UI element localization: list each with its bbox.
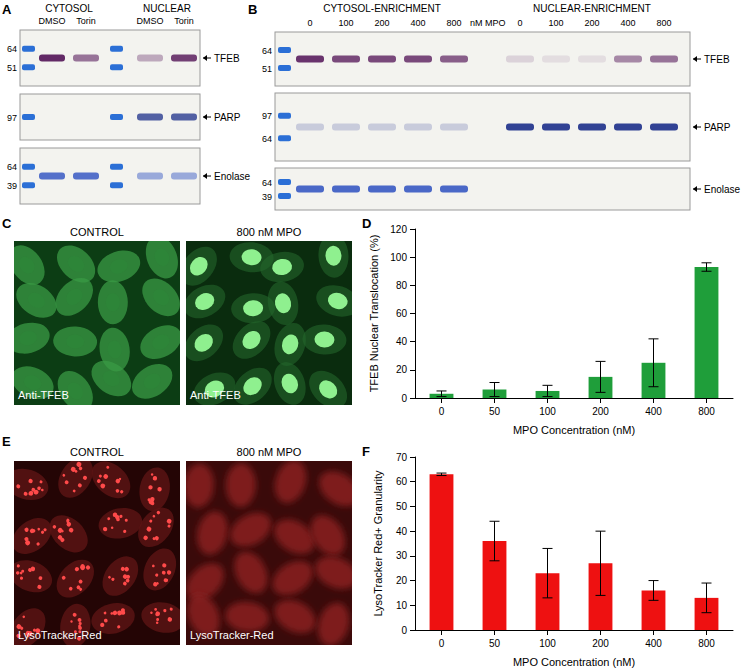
svg-text:120: 120 xyxy=(390,224,407,235)
svg-text:TFEB: TFEB xyxy=(704,54,730,65)
svg-text:50: 50 xyxy=(489,638,501,649)
svg-text:200: 200 xyxy=(592,406,609,417)
svg-text:DMSO: DMSO xyxy=(137,16,164,26)
svg-text:200: 200 xyxy=(592,638,609,649)
svg-text:E: E xyxy=(2,434,11,449)
svg-text:60: 60 xyxy=(396,476,408,487)
svg-text:100: 100 xyxy=(390,252,407,263)
svg-text:D: D xyxy=(362,216,371,231)
svg-text:30: 30 xyxy=(396,550,408,561)
svg-text:0: 0 xyxy=(401,625,407,636)
svg-text:400: 400 xyxy=(620,18,635,28)
svg-text:40: 40 xyxy=(396,336,408,347)
svg-text:400: 400 xyxy=(410,18,425,28)
svg-text:DMSO: DMSO xyxy=(39,16,66,26)
svg-text:10: 10 xyxy=(396,600,408,611)
svg-text:TFEB: TFEB xyxy=(214,53,240,64)
svg-text:64: 64 xyxy=(262,178,272,188)
svg-text:PARP: PARP xyxy=(704,122,731,133)
svg-text:100: 100 xyxy=(539,406,556,417)
svg-text:TFEB Nuclear Translocation (%): TFEB Nuclear Translocation (%) xyxy=(368,235,380,393)
svg-text:CYTOSOL-ENRICHMENT: CYTOSOL-ENRICHMENT xyxy=(323,3,441,14)
svg-text:40: 40 xyxy=(396,526,408,537)
svg-text:20: 20 xyxy=(396,364,408,375)
svg-text:100: 100 xyxy=(548,18,563,28)
svg-text:800: 800 xyxy=(698,406,715,417)
svg-text:400: 400 xyxy=(645,406,662,417)
svg-text:0: 0 xyxy=(307,18,312,28)
svg-text:0: 0 xyxy=(517,18,522,28)
svg-text:Enolase: Enolase xyxy=(704,184,741,195)
svg-text:800 nM MPO: 800 nM MPO xyxy=(237,446,302,458)
svg-text:F: F xyxy=(362,444,370,459)
svg-text:LysoTracker-Red: LysoTracker-Red xyxy=(18,629,102,641)
svg-text:CONTROL: CONTROL xyxy=(70,226,124,238)
svg-text:39: 39 xyxy=(262,192,272,202)
svg-text:20: 20 xyxy=(396,575,408,586)
svg-text:64: 64 xyxy=(7,44,17,54)
svg-text:800: 800 xyxy=(698,638,715,649)
svg-text:nM MPO: nM MPO xyxy=(470,18,506,28)
svg-text:NUCLEAR: NUCLEAR xyxy=(143,3,191,14)
svg-text:50: 50 xyxy=(396,501,408,512)
svg-text:C: C xyxy=(2,216,12,231)
svg-text:200: 200 xyxy=(374,18,389,28)
svg-text:100: 100 xyxy=(338,18,353,28)
svg-text:0: 0 xyxy=(439,406,445,417)
svg-text:Torin: Torin xyxy=(76,16,96,26)
svg-text:70: 70 xyxy=(396,452,408,463)
svg-text:MPO Concentration (nM): MPO Concentration (nM) xyxy=(513,424,635,436)
svg-text:CONTROL: CONTROL xyxy=(70,446,124,458)
svg-text:400: 400 xyxy=(645,638,662,649)
svg-text:A: A xyxy=(2,2,12,17)
svg-text:Enolase: Enolase xyxy=(214,171,251,182)
svg-text:800 nM MPO: 800 nM MPO xyxy=(237,226,302,238)
svg-text:Torin: Torin xyxy=(174,16,194,26)
svg-text:PARP: PARP xyxy=(214,112,241,123)
svg-text:0: 0 xyxy=(439,638,445,649)
svg-text:NUCLEAR-ENRICHMENT: NUCLEAR-ENRICHMENT xyxy=(533,3,651,14)
svg-text:60: 60 xyxy=(396,308,408,319)
svg-text:LysoTracker Red+ Granularity: LysoTracker Red+ Granularity xyxy=(372,470,384,617)
svg-text:51: 51 xyxy=(262,64,272,74)
svg-text:80: 80 xyxy=(396,280,408,291)
svg-text:64: 64 xyxy=(7,162,17,172)
svg-text:CYTOSOL: CYTOSOL xyxy=(45,3,93,14)
svg-text:51: 51 xyxy=(7,63,17,73)
svg-text:50: 50 xyxy=(489,406,501,417)
svg-text:MPO Concentration (nM): MPO Concentration (nM) xyxy=(513,656,635,668)
svg-text:Anti-TFEB: Anti-TFEB xyxy=(18,389,69,401)
svg-text:B: B xyxy=(248,2,257,17)
svg-text:39: 39 xyxy=(7,181,17,191)
svg-text:64: 64 xyxy=(262,46,272,56)
svg-text:0: 0 xyxy=(401,393,407,404)
svg-text:200: 200 xyxy=(584,18,599,28)
svg-text:97: 97 xyxy=(262,111,272,121)
svg-text:100: 100 xyxy=(539,638,556,649)
svg-text:64: 64 xyxy=(262,134,272,144)
svg-text:800: 800 xyxy=(446,18,461,28)
svg-text:97: 97 xyxy=(7,113,17,123)
svg-text:800: 800 xyxy=(656,18,671,28)
svg-text:LysoTracker-Red: LysoTracker-Red xyxy=(190,629,274,641)
svg-text:Anti-TFEB: Anti-TFEB xyxy=(190,389,241,401)
